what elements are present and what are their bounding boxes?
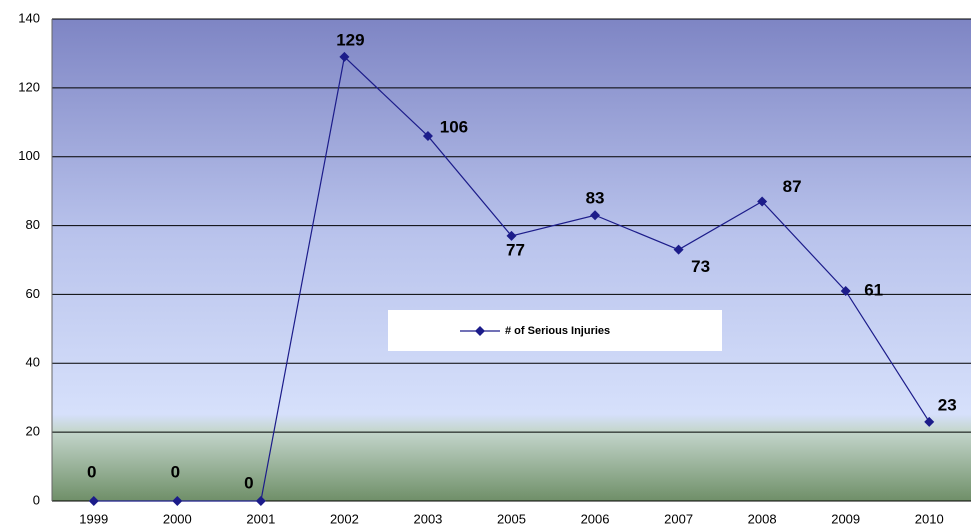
marker	[673, 244, 684, 255]
x-tick-label: 2005	[497, 511, 526, 526]
data-label: 61	[864, 280, 883, 299]
data-label: 129	[336, 30, 364, 49]
plot-area	[52, 19, 971, 501]
x-tick-label: 2000	[163, 511, 192, 526]
x-tick-label: 2008	[748, 511, 777, 526]
x-tick-label: 2009	[831, 511, 860, 526]
y-tick-label: 100	[18, 148, 40, 163]
marker	[840, 285, 851, 296]
data-label: 77	[506, 240, 525, 259]
legend-box	[388, 310, 722, 351]
data-label: 106	[440, 118, 468, 137]
x-tick-label: 1999	[79, 511, 108, 526]
x-tick-label: 2010	[915, 511, 944, 526]
x-tick-label: 2006	[581, 511, 610, 526]
y-tick-label: 80	[26, 217, 40, 232]
x-tick-label: 2002	[330, 511, 359, 526]
data-label: 0	[171, 462, 180, 481]
data-label: 23	[938, 395, 957, 414]
legend-marker	[475, 326, 485, 336]
x-tick-label: 2007	[664, 511, 693, 526]
y-tick-label: 40	[26, 355, 40, 370]
marker	[757, 196, 768, 207]
data-label: 83	[586, 189, 605, 208]
marker	[88, 496, 99, 506]
data-label: 0	[87, 462, 96, 481]
marker	[590, 210, 601, 221]
marker	[422, 131, 433, 142]
marker	[172, 496, 183, 506]
x-tick-label: 2003	[413, 511, 442, 526]
marker	[924, 416, 935, 427]
legend-label: # of Serious Injuries	[505, 325, 610, 337]
y-tick-label: 60	[26, 286, 40, 301]
data-label: 87	[783, 177, 802, 196]
marker	[339, 51, 350, 62]
data-label: 73	[691, 257, 710, 276]
marker	[506, 230, 517, 241]
y-tick-label: 140	[18, 10, 40, 25]
y-tick-label: 20	[26, 424, 40, 439]
y-tick-label: 120	[18, 79, 40, 94]
marker	[255, 496, 266, 506]
data-label: 0	[244, 473, 253, 492]
x-tick-label: 2001	[246, 511, 275, 526]
y-tick-label: 0	[33, 492, 40, 507]
